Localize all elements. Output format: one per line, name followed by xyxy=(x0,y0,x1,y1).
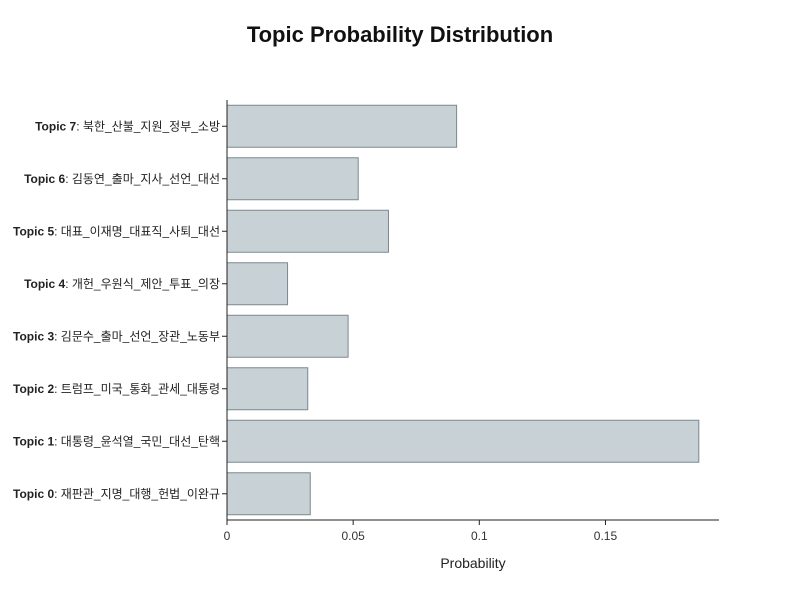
bar-topic-0 xyxy=(226,472,311,516)
bar-topic-4 xyxy=(226,262,289,306)
category-label-topic-6: Topic 6: 김동연_출마_지사_선언_대선 xyxy=(24,172,220,186)
bar-topic-2 xyxy=(226,367,309,411)
bar-topic-7 xyxy=(226,104,458,148)
category-labels-group: Topic 7: 북한_산불_지원_정부_소방 Topic 6: 김동연_출마_지… xyxy=(13,119,227,501)
bar-topic-5 xyxy=(226,209,389,253)
category-label-topic-2: Topic 2: 트럼프_미국_통화_관세_대통령 xyxy=(13,382,220,396)
x-tick-label: 0.1 xyxy=(471,529,488,543)
category-label-topic-0: Topic 0: 재판관_지명_대행_헌법_이완규 xyxy=(13,486,220,501)
category-label-topic-1: Topic 1: 대통령_윤석열_국민_대선_탄핵 xyxy=(13,434,220,448)
bar-topic-6 xyxy=(226,157,359,201)
x-tick-label: 0 xyxy=(224,529,231,543)
category-label-topic-5: Topic 5: 대표_이재명_대표직_사퇴_대선 xyxy=(13,224,220,238)
category-label-topic-4: Topic 4: 개헌_우원식_제안_투표_의장 xyxy=(24,277,220,291)
x-tick-label: 0.15 xyxy=(594,529,618,543)
bar-topic-3 xyxy=(226,314,349,358)
x-ticks-group: 0 0.05 0.1 0.15 xyxy=(224,520,618,543)
category-label-topic-3: Topic 3: 김문수_출마_선언_장관_노동부 xyxy=(13,329,220,343)
category-label-topic-7: Topic 7: 북한_산불_지원_정부_소방 xyxy=(35,119,220,133)
x-tick-label: 0.05 xyxy=(341,529,365,543)
chart-title: Topic Probability Distribution xyxy=(246,22,554,47)
bar-topic-1 xyxy=(226,419,700,463)
bars-group xyxy=(226,104,700,516)
x-axis-title: Probability xyxy=(440,555,505,571)
